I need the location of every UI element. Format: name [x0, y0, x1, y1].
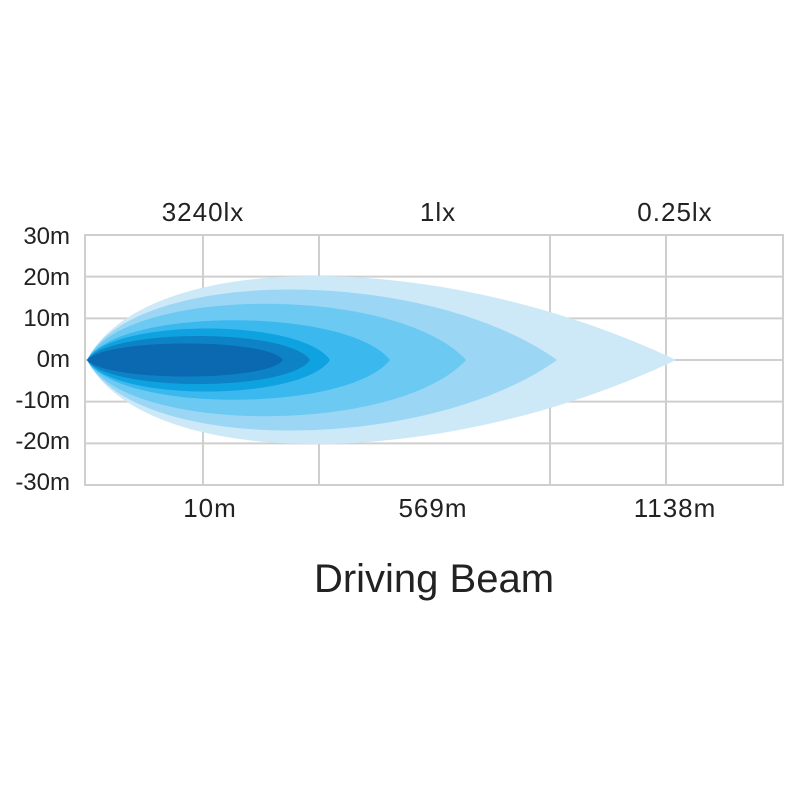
x-axis: 10m 569m 1138m	[183, 493, 717, 523]
y-tick-label: 20m	[23, 264, 70, 291]
plot-frame	[84, 234, 784, 486]
y-tick-label: -30m	[15, 469, 70, 496]
y-tick-label: 0m	[37, 346, 70, 373]
y-tick-label: -20m	[15, 428, 70, 455]
y-axis: 30m 20m 10m 0m -10m -20m -30m	[15, 223, 70, 496]
y-tick-label: -10m	[15, 387, 70, 414]
x-distance-label: 569m	[398, 493, 467, 523]
top-illuminance-labels: 3240lx 1lx 0.25lx	[162, 197, 712, 227]
beam-contours	[87, 276, 676, 444]
chart-title: Driving Beam	[314, 557, 554, 601]
plot-border	[84, 234, 784, 486]
beam-contour-level-7	[87, 343, 283, 377]
lux-label: 3240lx	[162, 197, 245, 227]
y-tick-label: 30m	[23, 223, 70, 250]
x-distance-label: 1138m	[634, 493, 717, 523]
x-distance-label: 10m	[183, 493, 237, 523]
lux-label: 1lx	[420, 197, 456, 227]
y-tick-label: 10m	[23, 305, 70, 332]
lux-label: 0.25lx	[637, 197, 712, 227]
